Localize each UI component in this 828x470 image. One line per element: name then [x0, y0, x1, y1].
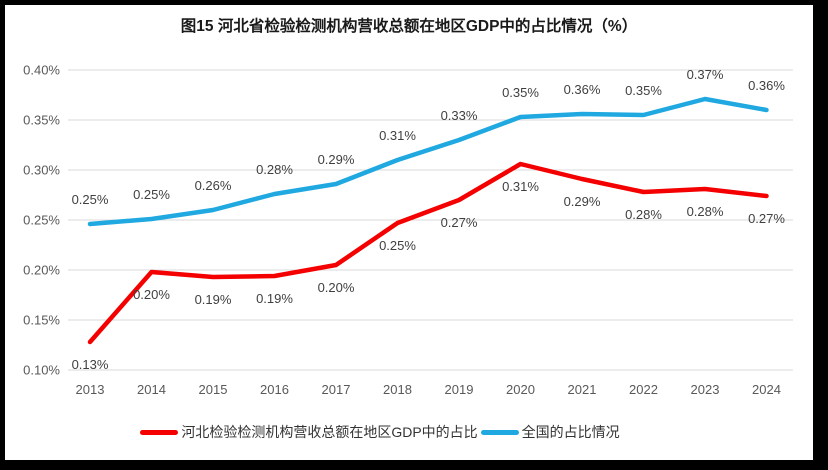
data-label: 0.26% — [195, 178, 232, 193]
data-label: 0.33% — [441, 108, 478, 123]
data-label: 0.19% — [195, 292, 232, 307]
data-label: 0.25% — [133, 187, 170, 202]
data-label: 0.27% — [441, 215, 478, 230]
data-label: 0.27% — [748, 211, 785, 226]
data-label: 0.25% — [72, 192, 109, 207]
y-axis-tick-label: 0.25% — [23, 213, 60, 228]
data-label: 0.29% — [564, 194, 601, 209]
x-axis-tick-label: 2017 — [322, 382, 351, 397]
data-label: 0.25% — [379, 238, 416, 253]
legend-label-hebei: 河北检验检测机构营收总额在地区GDP中的占比 — [181, 424, 478, 440]
x-axis-tick-label: 2023 — [691, 382, 720, 397]
series-line-0 — [87, 161, 769, 345]
chart-title: 图15 河北省检验检测机构营收总额在地区GDP中的占比情况（%） — [180, 18, 638, 35]
data-label: 0.20% — [133, 287, 170, 302]
y-axis-tick-label: 0.40% — [23, 63, 60, 78]
x-axis-tick-label: 2019 — [445, 382, 474, 397]
legend-item-hebei: 河北检验检测机构营收总额在地区GDP中的占比 — [140, 422, 478, 442]
data-label: 0.28% — [625, 207, 662, 222]
x-axis-tick-label: 2018 — [383, 382, 412, 397]
data-label: 0.20% — [318, 280, 355, 295]
y-axis-tick-label: 0.35% — [23, 113, 60, 128]
data-label: 0.29% — [318, 152, 355, 167]
y-axis-tick-label: 0.30% — [23, 163, 60, 178]
x-axis-tick-label: 2016 — [260, 382, 289, 397]
x-axis-tick-label: 2014 — [137, 382, 166, 397]
data-label: 0.28% — [687, 204, 724, 219]
series-line-1 — [87, 96, 769, 227]
line-chart: 0.10% 0.15% 0.20% 0.25% 0.30% 0.35% 0.40% 2013 2… — [23, 63, 793, 397]
data-label: 0.19% — [256, 291, 293, 306]
x-axis-tick-label: 2015 — [199, 382, 228, 397]
x-axis-tick-label: 2020 — [506, 382, 535, 397]
x-axis-tick-label: 2013 — [76, 382, 105, 397]
legend-item-national: 全国的占比情况 — [480, 422, 620, 442]
x-axis-tick-label: 2022 — [629, 382, 658, 397]
data-label: 0.35% — [502, 85, 539, 100]
y-axis-tick-label: 0.10% — [23, 363, 60, 378]
x-axis-tick-label: 2021 — [568, 382, 597, 397]
legend-swatch-hebei-icon — [140, 429, 179, 435]
legend: 河北检验检测机构营收总额在地区GDP中的占比 全国的占比情况 — [5, 421, 755, 443]
data-label: 0.35% — [625, 83, 662, 98]
data-label: 0.31% — [502, 179, 539, 194]
data-label: 0.36% — [748, 78, 785, 93]
legend-label-national: 全国的占比情况 — [521, 424, 620, 440]
y-axis-tick-label: 0.15% — [23, 313, 60, 328]
data-label: 0.31% — [379, 128, 416, 143]
data-label: 0.36% — [564, 82, 601, 97]
data-label: 0.28% — [256, 162, 293, 177]
x-axis-tick-label: 2024 — [752, 382, 781, 397]
legend-swatch-national-icon — [480, 429, 519, 435]
y-axis-tick-label: 0.20% — [23, 263, 60, 278]
data-label: 0.37% — [687, 67, 724, 82]
data-label: 0.13% — [72, 357, 109, 372]
